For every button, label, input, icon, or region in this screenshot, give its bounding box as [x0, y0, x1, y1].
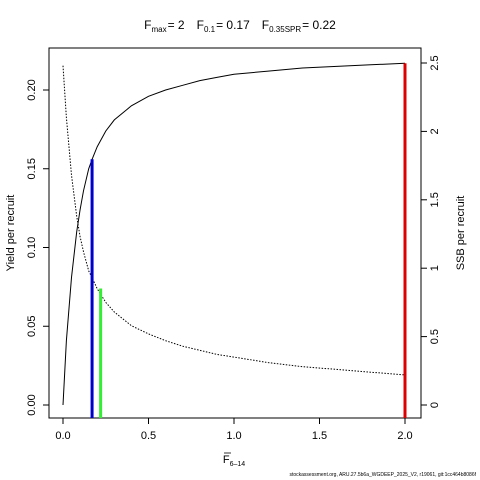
y-left-tick-label: 0.00	[26, 394, 38, 415]
chart-title: Fmax= 2 F0.1= 0.17 F0.35SPR= 0.22	[144, 18, 336, 34]
y-axis-right-label: SSB per recruit	[455, 196, 467, 271]
reference-lines	[90, 63, 407, 418]
x-tick-label: 0.0	[55, 430, 70, 442]
y-left-tick-label: 0.05	[26, 316, 38, 337]
x-tick-label: 1.0	[226, 430, 241, 442]
y-right-tick-label: 0.5	[429, 329, 441, 344]
y-right-tick-label: 2.5	[429, 55, 441, 70]
y-right-tick-label: 2	[429, 128, 441, 134]
plot-area	[48, 47, 422, 419]
y-axis-left: 0.00 0.05 0.10 0.15 0.20	[26, 79, 49, 416]
x-tick-label: 2.0	[397, 430, 412, 442]
series-layer	[62, 62, 406, 406]
ssb-per-recruit-line	[62, 65, 406, 376]
y-left-tick-label: 0.20	[26, 79, 38, 100]
x-tick-label: 1.5	[312, 430, 327, 442]
yield-per-recruit-line	[62, 62, 406, 406]
x-tick-label: 0.5	[141, 430, 156, 442]
y-axis-right: 0 0.5 1 1.5 2 2.5	[421, 55, 441, 408]
x-axis: 0.0 0.5 1.0 1.5 2.0	[55, 418, 413, 442]
y-left-tick-label: 0.10	[26, 237, 38, 258]
footnote: stockassessment.org, ARU.27.5b6a_WGDEEP_…	[289, 472, 476, 478]
y-axis-left-label: Yield per recruit	[5, 195, 17, 272]
y-right-tick-label: 1	[429, 265, 441, 271]
y-right-tick-label: 0	[429, 402, 441, 408]
y-right-tick-label: 1.5	[429, 192, 441, 207]
x-axis-label: F6–14	[223, 454, 245, 468]
y-left-tick-label: 0.15	[26, 158, 38, 179]
